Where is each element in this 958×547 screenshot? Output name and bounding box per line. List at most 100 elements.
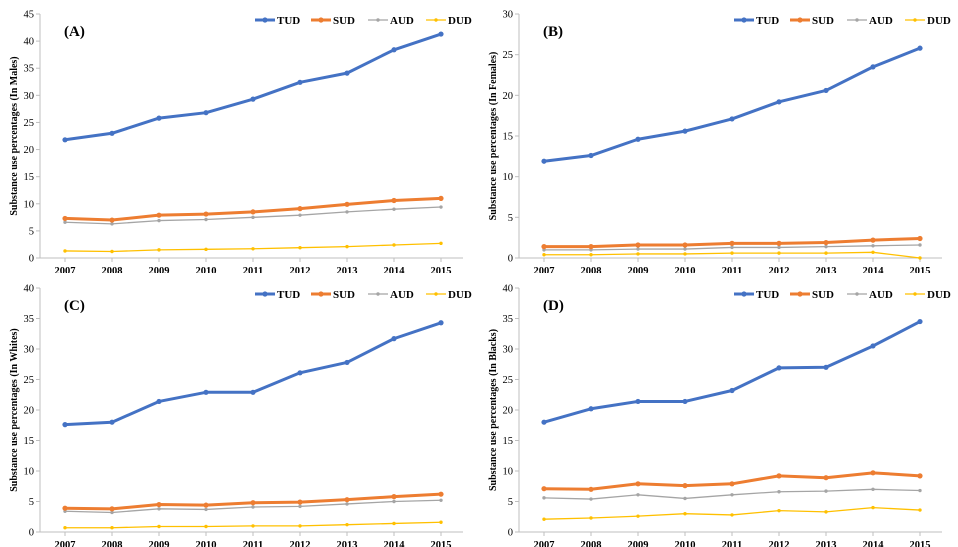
legend-label-sud: SUD	[333, 15, 355, 27]
data-point-aud	[589, 497, 593, 501]
y-tick-label: 15	[503, 132, 514, 143]
data-point-sud	[776, 240, 782, 246]
data-point-aud	[110, 510, 114, 515]
data-point-tud	[203, 110, 209, 116]
data-point-sud	[391, 197, 397, 204]
x-tick-label: 2009	[628, 266, 649, 273]
y-axis-title: Substance use percentages (In Females)	[488, 52, 499, 221]
y-tick-label: 0	[508, 528, 513, 539]
data-point-aud	[157, 507, 161, 511]
data-point-aud	[730, 493, 734, 497]
data-point-tud	[729, 387, 735, 394]
data-point-aud	[345, 502, 349, 506]
data-point-sud	[729, 481, 735, 487]
legend-item-tud: TUD	[255, 15, 300, 27]
data-point-sud	[156, 212, 162, 218]
data-point-tud	[344, 70, 350, 76]
data-point-dud	[542, 253, 546, 257]
data-point-dud	[683, 252, 687, 256]
legend-label-dud: DUD	[448, 289, 472, 301]
data-point-tud	[823, 87, 829, 94]
y-tick-label: 15	[24, 436, 35, 447]
data-point-sud	[823, 475, 829, 481]
data-point-dud	[204, 247, 208, 252]
x-tick-label: 2015	[910, 266, 931, 273]
x-tick-label: 2007	[534, 540, 555, 547]
data-point-tud	[391, 47, 397, 53]
legend-label-tud: TUD	[277, 15, 300, 27]
legend-label-aud: AUD	[869, 289, 893, 301]
panel-label: (A)	[64, 24, 85, 40]
chart-panel-c: 0 5 10 15 20 25 30 35 40 2007 2008 2009 2010 2011 2012…	[9, 284, 472, 547]
data-point-tud	[250, 96, 256, 102]
data-point-dud	[439, 241, 443, 246]
y-tick-label: 0	[29, 254, 34, 265]
x-tick-label: 2007	[55, 266, 76, 273]
legend-label-tud: TUD	[277, 289, 300, 301]
legend-item-aud: AUD	[368, 15, 414, 27]
data-point-aud	[636, 247, 640, 251]
data-point-tud	[870, 64, 876, 70]
panel-label: (C)	[64, 298, 85, 314]
x-tick-label: 2010	[196, 266, 217, 273]
legend-marker-dud	[913, 18, 917, 22]
data-point-dud	[777, 251, 781, 255]
legend-marker-tud	[741, 17, 747, 23]
legend-marker-dud	[913, 292, 917, 296]
x-tick-label: 2014	[384, 266, 406, 273]
data-point-dud	[918, 256, 922, 260]
data-point-sud	[156, 501, 162, 508]
data-point-tud	[682, 128, 688, 134]
data-point-tud	[391, 336, 397, 342]
data-point-tud	[541, 158, 547, 164]
legend-label-sud: SUD	[812, 289, 834, 301]
data-point-tud	[203, 389, 209, 395]
data-point-dud	[636, 514, 640, 518]
x-tick-label: 2012	[290, 266, 311, 273]
data-point-sud	[870, 470, 876, 476]
data-point-sud	[109, 217, 115, 223]
data-point-sud	[203, 211, 209, 217]
x-tick-label: 2013	[816, 540, 837, 547]
legend-item-aud: AUD	[847, 15, 893, 27]
legend-marker-dud	[434, 18, 438, 22]
data-point-tud	[156, 115, 162, 121]
y-tick-label: 40	[24, 37, 35, 48]
y-tick-label: 5	[508, 497, 513, 508]
data-point-dud	[251, 247, 255, 251]
y-tick-label: 35	[24, 314, 35, 325]
data-point-tud	[917, 45, 923, 51]
x-tick-label: 2010	[196, 540, 217, 547]
series-line-tud	[64, 321, 442, 427]
y-tick-label: 20	[24, 145, 35, 156]
y-tick-label: 30	[24, 345, 35, 356]
x-tick-label: 2013	[337, 540, 358, 547]
x-tick-label: 2014	[863, 540, 885, 547]
data-point-sud	[62, 505, 68, 511]
data-point-dud	[392, 521, 396, 526]
series-line-tud	[543, 46, 921, 163]
panel-label: (D)	[543, 298, 564, 314]
x-tick-label: 2015	[910, 540, 931, 547]
data-point-tud	[62, 137, 68, 143]
y-tick-label: 20	[24, 406, 35, 417]
data-point-dud	[589, 253, 593, 257]
data-point-tud	[297, 79, 303, 85]
data-point-tud	[635, 136, 641, 142]
x-tick-label: 2011	[243, 266, 263, 273]
y-tick-label: 30	[24, 91, 35, 102]
data-point-dud	[636, 252, 640, 256]
x-tick-label: 2015	[431, 540, 452, 547]
data-point-aud	[730, 245, 734, 250]
data-point-aud	[918, 488, 922, 493]
y-tick-label: 15	[503, 436, 514, 447]
data-point-dud	[683, 512, 687, 516]
y-tick-label: 40	[24, 284, 35, 295]
data-point-sud	[297, 206, 303, 212]
data-point-sud	[635, 481, 641, 487]
legend-item-aud: AUD	[368, 289, 414, 301]
legend-item-aud: AUD	[847, 289, 893, 301]
data-point-dud	[345, 522, 349, 527]
y-axis-title: Substance use percentages (In Blacks)	[488, 329, 499, 491]
chart-panel-b: 0 5 10 15 20 25 30 2007 2008 2009 2010 2011 2012 2013…	[488, 10, 951, 274]
